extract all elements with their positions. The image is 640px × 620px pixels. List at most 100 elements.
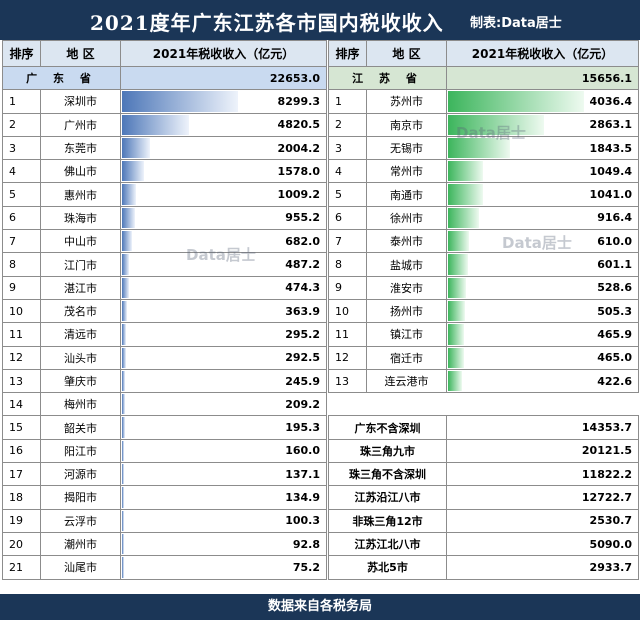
column-header-region: 地 区 (366, 40, 447, 67)
city-name: 茂名市 (40, 298, 121, 324)
province-total-value: 15656.1 (446, 65, 639, 91)
bar-value-label: 134.9 (285, 490, 320, 504)
city-name: 南通市 (366, 182, 447, 207)
city-name: 连云港市 (366, 368, 447, 394)
rank-cell: 11 (328, 322, 367, 347)
rank-cell: 15 (2, 415, 41, 440)
jiangsu-header-row: 排序地 区 2021年税收收入（亿元） (328, 40, 639, 67)
rank-cell: 11 (2, 322, 41, 347)
table-row: 7 泰州市 610.0 (328, 229, 639, 254)
bar-cell: 465.9 (446, 322, 639, 347)
rank-cell: 5 (2, 182, 41, 207)
city-name: 阳江市 (40, 438, 121, 464)
bar-value-label: 422.6 (597, 374, 632, 388)
bar (122, 533, 124, 555)
rank-cell: 17 (2, 462, 41, 487)
table-row: 13 肇庆市 245.9 (2, 368, 327, 394)
page-title: 2021度年广东江苏各市国内税收收入 (90, 11, 444, 35)
column-header-rank: 排序 (2, 40, 41, 67)
bar-value-label: 1009.2 (277, 188, 320, 202)
rank-cell: 4 (2, 159, 41, 184)
bar (122, 277, 129, 298)
bar (122, 300, 127, 322)
summary-row: 江苏沿江八市 12722.7 (328, 485, 639, 510)
table-row: 14 梅州市 209.2 (2, 392, 327, 417)
bar (448, 114, 544, 135)
bar-cell: 137.1 (120, 462, 327, 487)
spacer-cell (329, 393, 639, 416)
watermark-right-top: Data居士 (456, 124, 526, 142)
table-row: 7 中山市 682.0 (2, 229, 327, 254)
bar-value-label: 8299.3 (277, 94, 320, 108)
bar (448, 184, 483, 205)
bar-value-label: 245.9 (285, 374, 320, 388)
summary-name: 江苏沿江八市 (328, 485, 447, 510)
rank-cell: 10 (328, 298, 367, 324)
bar (448, 370, 462, 392)
watermark-left: Data居士 (186, 246, 256, 264)
rank-cell: 12 (2, 345, 41, 370)
bar (448, 254, 468, 275)
bar-value-label: 209.2 (285, 397, 320, 411)
table-row: 20 潮州市 92.8 (2, 531, 327, 557)
bar-value-label: 4036.4 (589, 94, 632, 108)
city-name: 肇庆市 (40, 368, 121, 394)
bar-value-label: 1578.0 (277, 164, 320, 178)
bar-cell: 2863.1 (446, 112, 639, 137)
table-row: 9 淮安市 528.6 (328, 275, 639, 300)
bar-cell: 465.0 (446, 345, 639, 370)
bar-cell: 295.2 (120, 322, 327, 347)
city-name: 汕头市 (40, 345, 121, 370)
table-row: 11 清远市 295.2 (2, 322, 327, 347)
bar-value-label: 682.0 (285, 234, 320, 248)
rank-cell: 13 (2, 368, 41, 394)
table-row: 19 云浮市 100.3 (2, 508, 327, 533)
city-name: 淮安市 (366, 275, 447, 300)
bar-value-label: 487.2 (285, 258, 320, 272)
city-name: 徐州市 (366, 205, 447, 231)
bar-value-label: 474.3 (285, 281, 320, 295)
city-name: 南京市 (366, 112, 447, 137)
table-row: 17 河源市 137.1 (2, 462, 327, 487)
table-row: 11 镇江市 465.9 (328, 322, 639, 347)
city-name: 揭阳市 (40, 485, 121, 510)
table-row: 3 无锡市 1843.5 (328, 135, 639, 161)
province-total-name: 江 苏 省 (328, 65, 447, 91)
bar-cell: 601.1 (446, 252, 639, 277)
bar-value-label: 1843.5 (589, 141, 632, 155)
bar-cell: 1843.5 (446, 135, 639, 161)
bar-cell: 1049.4 (446, 159, 639, 184)
rank-cell: 1 (328, 89, 367, 114)
summary-name: 珠三角九市 (328, 438, 447, 464)
bar-cell: 955.2 (120, 205, 327, 231)
rank-cell: 7 (2, 229, 41, 254)
jiangsu-total-row: 江 苏 省 15656.1 (328, 65, 639, 91)
rank-cell: 1 (2, 89, 41, 114)
bar-cell: 474.3 (120, 275, 327, 300)
bar-cell: 92.8 (120, 531, 327, 557)
title-bar: 2021度年广东江苏各市国内税收收入 制表:Data居士 (0, 0, 640, 40)
bar-value-label: 505.3 (597, 304, 632, 318)
city-name: 云浮市 (40, 508, 121, 533)
bar (122, 254, 129, 275)
bar-value-label: 2004.2 (277, 141, 320, 155)
city-name: 深圳市 (40, 89, 121, 114)
table-row: 2 南京市 2863.1 (328, 112, 639, 137)
bar-cell: 528.6 (446, 275, 639, 300)
summary-name: 苏北5市 (328, 555, 447, 580)
city-name: 潮州市 (40, 531, 121, 557)
bar-value-label: 1049.4 (589, 164, 632, 178)
table-row: 10 扬州市 505.3 (328, 298, 639, 324)
bar (122, 184, 136, 205)
summary-row: 非珠三角12市 2530.7 (328, 508, 639, 533)
rank-cell: 10 (2, 298, 41, 324)
summary-row: 江苏江北八市 5090.0 (328, 531, 639, 557)
bar-value-label: 292.5 (285, 351, 320, 365)
city-name: 汕尾市 (40, 555, 121, 580)
bar-cell: 682.0 (120, 229, 327, 254)
city-name: 惠州市 (40, 182, 121, 207)
bar-cell: 610.0 (446, 229, 639, 254)
summary-value: 11822.2 (446, 462, 639, 487)
bar (122, 137, 150, 159)
bar (448, 91, 584, 112)
